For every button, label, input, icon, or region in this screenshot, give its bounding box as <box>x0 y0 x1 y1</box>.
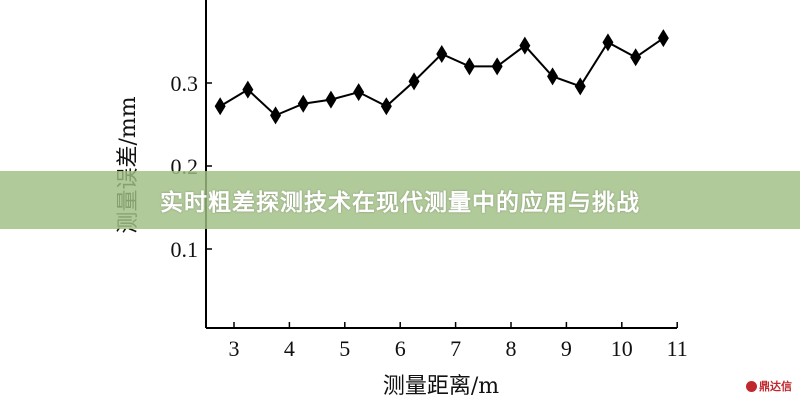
x-axis-label: 测量距离/m <box>383 374 499 399</box>
data-point-marker <box>463 57 475 76</box>
title-banner: 实时粗差探测技术在现代测量中的应用与挑战 <box>0 171 800 229</box>
data-point-marker <box>547 67 559 86</box>
x-tick-label: 7 <box>450 336 461 361</box>
data-point-marker <box>270 106 282 125</box>
x-tick-label: 9 <box>561 336 572 361</box>
x-tick-label: 4 <box>284 336 295 361</box>
data-point-marker <box>602 33 614 52</box>
data-point-marker <box>491 57 503 76</box>
watermark-logo-icon <box>746 380 757 392</box>
x-tick-label: 5 <box>339 336 350 361</box>
data-point-marker <box>380 97 392 116</box>
data-point-marker <box>242 80 254 99</box>
x-tick-label: 3 <box>229 336 240 361</box>
data-point-marker <box>297 94 309 113</box>
data-point-marker <box>519 36 531 55</box>
y-tick-label: 0.1 <box>171 237 199 262</box>
data-point-marker <box>574 77 586 96</box>
data-point-marker <box>630 48 642 67</box>
x-tick-label: 8 <box>506 336 517 361</box>
watermark: 鼎达信 <box>746 378 792 394</box>
banner-title: 实时粗差探测技术在现代测量中的应用与挑战 <box>160 190 640 216</box>
x-tick-label: 6 <box>395 336 406 361</box>
data-point-marker <box>325 90 337 109</box>
data-point-marker <box>214 97 226 116</box>
data-point-marker <box>408 72 420 91</box>
y-tick-label: 0.3 <box>171 71 199 96</box>
data-point-marker <box>353 83 365 102</box>
x-tick-label: 11 <box>667 336 688 361</box>
data-point-marker <box>436 44 448 63</box>
x-tick-label: 10 <box>611 336 633 361</box>
data-point-marker <box>657 29 669 48</box>
watermark-text: 鼎达信 <box>759 380 792 393</box>
